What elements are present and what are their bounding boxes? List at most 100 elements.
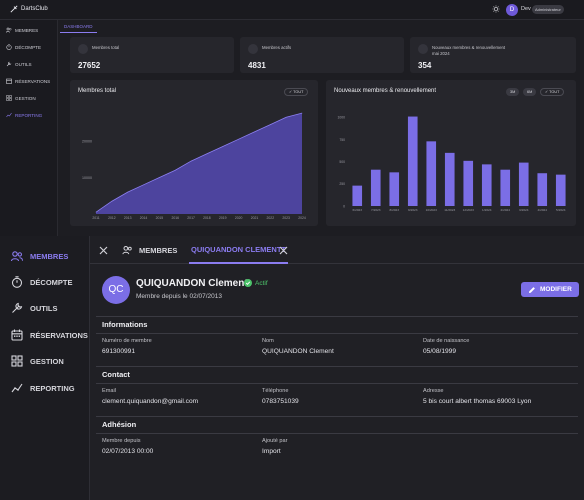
x-tick-label: 2021 bbox=[251, 216, 259, 220]
top-nav-label: GESTION bbox=[15, 95, 36, 101]
timer-icon bbox=[6, 44, 12, 50]
top-nav-label: MEMBRES bbox=[15, 27, 39, 33]
top-nav-members[interactable]: MEMBRES bbox=[6, 27, 38, 33]
divider bbox=[96, 416, 578, 417]
sidebar-item-decompte[interactable]: DÉCOMPTE bbox=[11, 276, 73, 288]
status-badge: Actif bbox=[243, 278, 272, 288]
tab-dashboard[interactable]: DASHBOARD bbox=[60, 21, 97, 33]
y-tick-label: 0 bbox=[343, 204, 345, 208]
sidebar-item-outils[interactable]: OUTILS bbox=[11, 302, 58, 314]
top-nav-decompte[interactable]: DÉCOMPTE bbox=[6, 44, 41, 50]
modify-button[interactable]: MODIFIER bbox=[521, 282, 579, 297]
x-tick-label: 2012 bbox=[108, 216, 116, 220]
x-tick-label: 9/2023 bbox=[408, 208, 418, 212]
stat-card-new: Nouveaux membres & renouvellement mai 202… bbox=[410, 37, 576, 73]
close-icon bbox=[99, 246, 108, 254]
x-tick-label: 2016 bbox=[171, 216, 179, 220]
data-point bbox=[143, 184, 144, 186]
data-point bbox=[206, 153, 208, 155]
x-tick-label: 2013 bbox=[124, 216, 132, 220]
filter-3m-button[interactable]: 3M bbox=[506, 88, 520, 96]
calendar-icon bbox=[6, 78, 12, 84]
sidebar-item-membres[interactable]: MEMBRES bbox=[11, 250, 68, 262]
stat-value: 354 bbox=[418, 61, 432, 70]
data-point bbox=[111, 200, 113, 202]
sidebar-item-label: MEMBRES bbox=[30, 251, 69, 261]
data-point bbox=[174, 169, 176, 171]
dashboard-screenshot: DartsClub D Dev Administrateur MEMBRES D… bbox=[0, 0, 584, 236]
top-nav-reporting[interactable]: REPORTING bbox=[6, 112, 42, 118]
grid-icon bbox=[6, 95, 12, 101]
sidebar: MEMBRES DÉCOMPTE OUTILS RÉSERVATIONS GES… bbox=[0, 236, 90, 500]
data-point bbox=[222, 146, 224, 147]
tab-membres[interactable]: MEMBRES bbox=[122, 236, 177, 264]
x-tick-label: 2014 bbox=[140, 216, 148, 220]
theme-toggle-icon[interactable] bbox=[492, 5, 500, 13]
bar bbox=[481, 164, 492, 206]
y-tick-label: 10000 bbox=[82, 176, 92, 180]
check-circle-icon bbox=[244, 279, 252, 287]
x-tick-label: 1/2024 bbox=[482, 208, 492, 212]
field-label: Numéro de membre bbox=[102, 338, 152, 344]
y-tick-label: 250 bbox=[339, 182, 345, 186]
filter-6m-button[interactable]: 6M bbox=[523, 88, 537, 96]
bar-chart: 0 250 500 750 1000 6/2023 7/2023 8/2023 9/2023 10… bbox=[337, 116, 566, 212]
sidebar-item-gestion[interactable]: GESTION bbox=[11, 355, 64, 367]
field-value: clement.quiquandon@gmail.com bbox=[102, 398, 199, 405]
data-point bbox=[190, 160, 192, 162]
data-point bbox=[285, 116, 287, 118]
stat-value: 27652 bbox=[78, 61, 101, 70]
tab-member-detail[interactable]: QUIQUANDON CLEMENTT bbox=[189, 236, 288, 264]
timer-icon bbox=[11, 276, 23, 288]
sidebar-item-label: DÉCOMPTE bbox=[30, 277, 73, 287]
x-tick-label: 10/2023 bbox=[426, 208, 437, 212]
x-tick-label: 12/2023 bbox=[463, 208, 474, 212]
filter-label: TOUT bbox=[549, 90, 560, 94]
data-point bbox=[254, 131, 255, 133]
stat-label: Membres total bbox=[92, 45, 120, 50]
top-nav-reservations[interactable]: RÉSERVATIONS bbox=[6, 78, 50, 84]
top-app-bar: DartsClub D Dev Administrateur bbox=[0, 0, 584, 20]
x-tick-label: 7/2023 bbox=[371, 208, 381, 212]
x-tick-label: 2011 bbox=[92, 216, 99, 220]
close-all-tabs-button[interactable] bbox=[99, 236, 108, 264]
sidebar-item-reservations[interactable]: RÉSERVATIONS bbox=[11, 329, 88, 341]
field-value: 5 bis court albert thomas 69003 Lyon bbox=[423, 398, 532, 405]
dart-logo-icon bbox=[10, 5, 18, 13]
close-tab-button[interactable] bbox=[279, 236, 288, 264]
bar bbox=[537, 173, 548, 206]
tab-bar: MEMBRES QUIQUANDON CLEMENTT bbox=[90, 236, 584, 264]
sidebar-item-label: REPORTING bbox=[30, 383, 75, 393]
user-avatar[interactable]: D bbox=[506, 4, 518, 16]
data-point bbox=[95, 211, 97, 213]
bar bbox=[352, 185, 363, 206]
data-point bbox=[270, 124, 271, 125]
sidebar-item-reporting[interactable]: REPORTING bbox=[11, 382, 75, 394]
field-value: 0783751039 bbox=[262, 398, 299, 405]
field-label: Ajouté par bbox=[262, 438, 288, 444]
field-label: Date de naissance bbox=[423, 338, 470, 344]
brand[interactable]: DartsClub bbox=[10, 5, 48, 13]
x-tick-label: 2/2024 bbox=[501, 208, 511, 212]
filter-label: TOUT bbox=[293, 90, 304, 94]
x-tick-label: 2023 bbox=[282, 216, 290, 220]
filter-all-button[interactable]: ✓ TOUT bbox=[540, 88, 565, 96]
stat-label-period: mai 2024 bbox=[432, 51, 450, 56]
stat-card-active: Membres actifs 4831 bbox=[240, 37, 404, 73]
reporting-icon bbox=[6, 112, 12, 118]
filter-label: 3M bbox=[510, 90, 516, 94]
field-value: 05/08/1999 bbox=[423, 348, 457, 355]
bar bbox=[555, 174, 566, 206]
y-tick-label: 750 bbox=[339, 138, 345, 142]
data-point bbox=[238, 138, 239, 140]
section-title-contact: Contact bbox=[102, 370, 130, 379]
top-nav-outils[interactable]: OUTILS bbox=[6, 61, 32, 67]
field-label: Téléphone bbox=[262, 388, 289, 394]
top-nav-label: RÉSERVATIONS bbox=[15, 78, 51, 84]
data-point bbox=[127, 191, 128, 193]
bar bbox=[426, 141, 437, 206]
filter-all-button[interactable]: ✓ TOUT bbox=[284, 88, 309, 96]
top-nav-gestion[interactable]: GESTION bbox=[6, 95, 36, 101]
stat-label: Membres actifs bbox=[262, 45, 292, 50]
field-value: QUIQUANDON Clement bbox=[262, 348, 334, 355]
